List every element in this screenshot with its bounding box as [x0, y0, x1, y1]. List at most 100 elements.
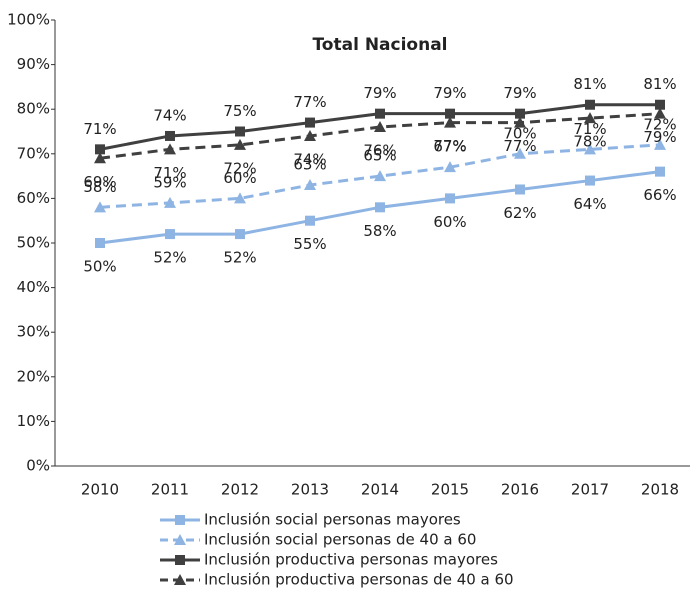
- data-label: 74%: [293, 150, 326, 168]
- data-label: 79%: [433, 84, 466, 102]
- data-label: 70%: [503, 124, 536, 142]
- x-tick-label: 2012: [221, 481, 259, 499]
- data-label: 78%: [573, 133, 606, 151]
- data-point: [655, 99, 665, 110]
- data-label: 75%: [223, 102, 256, 120]
- legend-marker: [175, 515, 185, 525]
- legend-marker: [174, 574, 186, 585]
- data-point: [234, 192, 246, 204]
- data-label: 59%: [153, 173, 186, 191]
- data-point: [514, 147, 526, 159]
- data-label: 79%: [503, 84, 536, 102]
- data-label: 74%: [153, 106, 186, 124]
- data-label: 63%: [293, 156, 326, 174]
- data-label: 55%: [293, 235, 326, 253]
- data-label: 72%: [223, 159, 256, 177]
- data-label: 62%: [503, 204, 536, 222]
- data-point: [94, 201, 106, 213]
- x-tick-label: 2014: [361, 481, 399, 499]
- data-point: [585, 99, 595, 110]
- data-point: [95, 144, 105, 155]
- x-tick-label: 2017: [571, 481, 609, 499]
- data-point: [304, 179, 316, 191]
- data-point: [515, 184, 525, 195]
- data-label: 81%: [643, 75, 676, 93]
- x-tick-label: 2010: [81, 481, 119, 499]
- y-tick-label: 30%: [17, 323, 50, 341]
- data-point: [654, 138, 666, 150]
- data-point: [374, 170, 386, 182]
- data-point: [305, 117, 315, 128]
- data-point: [655, 166, 665, 177]
- data-label: 79%: [363, 84, 396, 102]
- y-tick-label: 70%: [17, 144, 50, 162]
- data-point: [585, 175, 595, 186]
- data-label: 71%: [153, 164, 186, 182]
- data-point: [235, 126, 245, 137]
- y-tick-label: 100%: [7, 11, 50, 29]
- y-tick-label: 50%: [17, 234, 50, 252]
- data-point: [444, 161, 456, 173]
- data-label: 77%: [293, 93, 326, 111]
- data-label: 77%: [433, 137, 466, 155]
- data-point: [94, 152, 106, 164]
- data-point: [375, 202, 385, 213]
- series-line: [99, 143, 661, 209]
- y-tick-label: 40%: [17, 278, 50, 296]
- data-point: [164, 143, 176, 155]
- data-label: 69%: [83, 173, 116, 191]
- data-label: 52%: [153, 249, 186, 267]
- data-label: 52%: [223, 249, 256, 267]
- data-point: [445, 193, 455, 204]
- y-tick-label: 10%: [17, 412, 50, 430]
- data-point: [445, 108, 455, 119]
- data-point: [374, 121, 386, 133]
- data-point: [165, 229, 175, 240]
- x-tick-label: 2011: [151, 481, 189, 499]
- data-label: 64%: [573, 195, 606, 213]
- data-label: 79%: [643, 128, 676, 146]
- data-point: [165, 130, 175, 141]
- data-point: [375, 108, 385, 119]
- data-label: 60%: [223, 169, 256, 187]
- data-point: [95, 238, 105, 248]
- y-tick-label: 0%: [26, 457, 50, 475]
- chart-title: Total Nacional: [312, 35, 447, 55]
- data-point: [584, 112, 596, 124]
- legend-label: Inclusión social personas de 40 a 60: [204, 531, 476, 549]
- data-point: [584, 143, 596, 155]
- data-label: 81%: [573, 75, 606, 93]
- data-point: [444, 116, 456, 128]
- data-point: [304, 129, 316, 141]
- y-tick-label: 20%: [17, 367, 50, 385]
- legend-label: Inclusión social personas mayores: [204, 511, 461, 529]
- data-label: 77%: [503, 137, 536, 155]
- data-label: 66%: [643, 186, 676, 204]
- y-tick-label: 60%: [17, 189, 50, 207]
- y-tick-label: 80%: [17, 100, 50, 118]
- data-point: [514, 116, 526, 128]
- data-label: 71%: [83, 120, 116, 138]
- x-tick-label: 2016: [501, 481, 539, 499]
- data-point: [305, 215, 315, 226]
- data-point: [164, 196, 176, 208]
- x-tick-label: 2018: [641, 481, 679, 499]
- data-label: 71%: [573, 120, 606, 138]
- data-point: [654, 107, 666, 119]
- legend-marker: [174, 534, 186, 545]
- data-label: 67%: [433, 138, 466, 156]
- legend-marker: [175, 555, 185, 565]
- legend-label: Inclusión productiva personas de 40 a 60: [204, 571, 514, 589]
- data-label: 76%: [363, 142, 396, 160]
- x-tick-label: 2013: [291, 481, 329, 499]
- legend-label: Inclusión productiva personas mayores: [204, 551, 498, 569]
- data-point: [234, 138, 246, 150]
- data-point: [515, 108, 525, 119]
- data-label: 72%: [643, 115, 676, 133]
- data-label: 65%: [363, 147, 396, 165]
- y-tick-label: 90%: [17, 55, 50, 73]
- data-label: 60%: [433, 213, 466, 231]
- data-point: [235, 229, 245, 240]
- data-label: 58%: [83, 178, 116, 196]
